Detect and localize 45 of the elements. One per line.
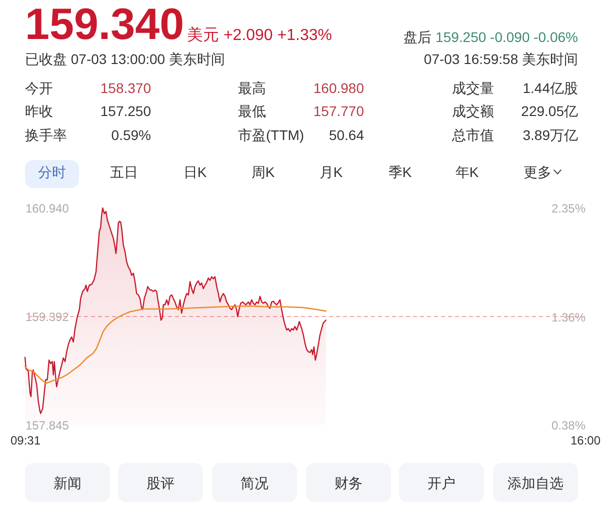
text: 最高 [238,80,266,96]
text: 成交额 [452,103,494,119]
text: 160.980 [313,80,364,96]
text: 229.05亿 [521,103,578,119]
y-tick-label: 160.940 [26,202,70,216]
text: 1.44亿股 [522,80,578,96]
text: 换手率 [25,126,67,142]
text: 股评 [146,474,174,490]
text: 50.64 [328,126,364,142]
text: 157.770 [313,103,364,119]
text: 日K [183,164,207,180]
text: 月K [319,164,343,180]
text: 盘后 [404,29,432,45]
text: 159.250 -0.090 -0.06% [436,29,578,45]
text: 开户 [428,474,456,490]
text: 3.89万亿 [522,126,578,142]
text: 总市值 [452,126,494,142]
text: 分时 [38,164,66,180]
text: 今开 [25,80,53,96]
line-series [24,306,327,384]
text: 0.59% [111,126,151,142]
y-tick-label: 157.845 [26,418,70,432]
text: 季K [388,164,412,180]
text: 五日 [110,164,138,180]
text: 159.340 [25,0,184,49]
text: 07-03 16:59:58 美东时间 [424,51,578,67]
text: 美元 +2.090 +1.33% [187,27,332,44]
x-tick-label: 09:31 [10,434,41,448]
x-tick-label: 16:00 [570,434,601,448]
text: 最低 [238,103,266,119]
text: 年K [455,164,479,180]
text: 财务 [334,474,362,490]
text: 昨收 [25,103,53,119]
text: 157.250 [100,103,151,119]
text: 新闻 [54,474,82,490]
text: 158.370 [100,80,151,96]
text: 成交量 [452,80,494,96]
text: 简况 [240,474,268,490]
y2-tick-label: 2.35% [551,202,586,216]
y2-tick-label: 0.38% [551,418,586,432]
text: 周K [251,164,275,180]
text: 已收盘 07-03 13:00:00 美东时间 [25,51,225,67]
text: 更多 [524,164,552,180]
text: 市盈(TTM) [238,126,304,142]
text: 添加自选 [508,474,564,490]
